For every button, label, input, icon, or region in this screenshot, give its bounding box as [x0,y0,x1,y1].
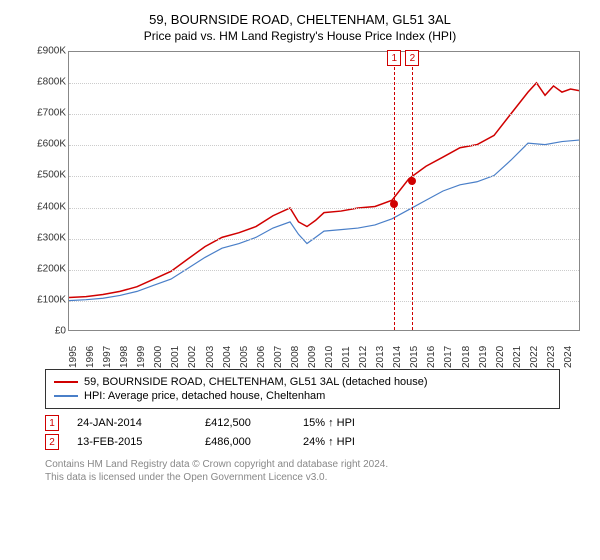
x-tick-label: 2019 [478,346,489,368]
x-tick-label: 2022 [529,346,540,368]
chart-box: 12 [68,51,580,331]
x-tick-label: 2015 [409,346,420,368]
x-tick-label: 2023 [546,346,557,368]
y-tick-label: £100K [37,294,66,305]
sale-row-marker: 2 [45,434,59,450]
legend-swatch-property [54,381,78,383]
x-tick-label: 1995 [68,346,79,368]
x-tick-label: 2004 [222,346,233,368]
x-tick-label: 2024 [563,346,574,368]
gridline [69,208,579,209]
gridline [69,145,579,146]
sale-marker-dot [408,177,416,185]
x-tick-label: 2000 [153,346,164,368]
footer: Contains HM Land Registry data © Crown c… [45,458,590,484]
sales-list: 1 24-JAN-2014 £412,500 15% ↑ HPI 2 13-FEB-201… [10,415,590,450]
chart-title: 59, BOURNSIDE ROAD, CHELTENHAM, GL51 3AL [10,12,590,27]
y-tick-label: £600K [37,139,66,150]
x-tick-label: 2016 [426,346,437,368]
sale-row-date: 24-JAN-2014 [77,417,187,429]
legend: 59, BOURNSIDE ROAD, CHELTENHAM, GL51 3AL… [45,369,560,409]
sale-row-marker: 1 [45,415,59,431]
x-tick-label: 1996 [85,346,96,368]
chart-subtitle: Price paid vs. HM Land Registry's House … [10,29,590,43]
x-tick-label: 2017 [443,346,454,368]
legend-item-property: 59, BOURNSIDE ROAD, CHELTENHAM, GL51 3AL… [54,376,551,388]
footer-line1: Contains HM Land Registry data © Crown c… [45,458,590,471]
x-tick-label: 2001 [170,346,181,368]
gridline [69,176,579,177]
y-axis: £0£100K£200K£300K£400K£500K£600K£700K£80… [20,51,68,331]
y-tick-label: £500K [37,170,66,181]
x-tick-label: 2020 [495,346,506,368]
y-tick-label: £300K [37,232,66,243]
x-tick-label: 2003 [205,346,216,368]
x-tick-label: 1998 [119,346,130,368]
chart-svg [69,52,579,330]
footer-line2: This data is licensed under the Open Gov… [45,471,590,484]
sale-row-date: 13-FEB-2015 [77,436,187,448]
legend-item-hpi: HPI: Average price, detached house, Chel… [54,390,551,402]
x-tick-label: 2021 [512,346,523,368]
x-tick-label: 2006 [256,346,267,368]
gridline [69,270,579,271]
y-tick-label: £700K [37,108,66,119]
gridline [69,239,579,240]
sale-marker-label: 1 [387,50,401,66]
plot-area: £0 £100K £200K £300K £400K £500K £600K £700K £80… [20,51,580,361]
x-tick-label: 2008 [290,346,301,368]
legend-swatch-hpi [54,395,78,397]
gridline [69,301,579,302]
x-tick-label: 2014 [392,346,403,368]
x-tick-label: 1997 [102,346,113,368]
series-line-hpi [69,140,579,301]
sale-row-price: £412,500 [205,417,285,429]
sale-row-price: £486,000 [205,436,285,448]
x-axis: 1995199619971998199920002001200220032004… [68,331,580,361]
x-tick-label: 2007 [273,346,284,368]
y-tick-label: £0 [55,326,66,337]
sale-marker-line [394,52,395,330]
y-tick-label: £900K [37,46,66,57]
x-tick-label: 2009 [307,346,318,368]
sale-row-diff: 24% ↑ HPI [303,436,393,448]
gridline [69,114,579,115]
sale-row: 1 24-JAN-2014 £412,500 15% ↑ HPI [45,415,590,431]
sale-marker-label: 2 [405,50,419,66]
chart-container: 59, BOURNSIDE ROAD, CHELTENHAM, GL51 3AL… [10,12,590,484]
x-tick-label: 2011 [341,346,352,368]
x-tick-label: 2013 [375,346,386,368]
x-tick-label: 2010 [324,346,335,368]
y-tick-label: £400K [37,201,66,212]
gridline [69,83,579,84]
x-tick-label: 1999 [136,346,147,368]
y-tick-label: £800K [37,77,66,88]
sale-row: 2 13-FEB-2015 £486,000 24% ↑ HPI [45,434,590,450]
x-tick-label: 2018 [461,346,472,368]
x-tick-label: 2005 [239,346,250,368]
sale-marker-line [412,52,413,330]
sale-marker-dot [390,200,398,208]
legend-label-hpi: HPI: Average price, detached house, Chel… [84,390,325,402]
y-tick-label: £200K [37,263,66,274]
sale-row-diff: 15% ↑ HPI [303,417,393,429]
legend-label-property: 59, BOURNSIDE ROAD, CHELTENHAM, GL51 3AL… [84,376,428,388]
x-tick-label: 2002 [187,346,198,368]
x-tick-label: 2012 [358,346,369,368]
